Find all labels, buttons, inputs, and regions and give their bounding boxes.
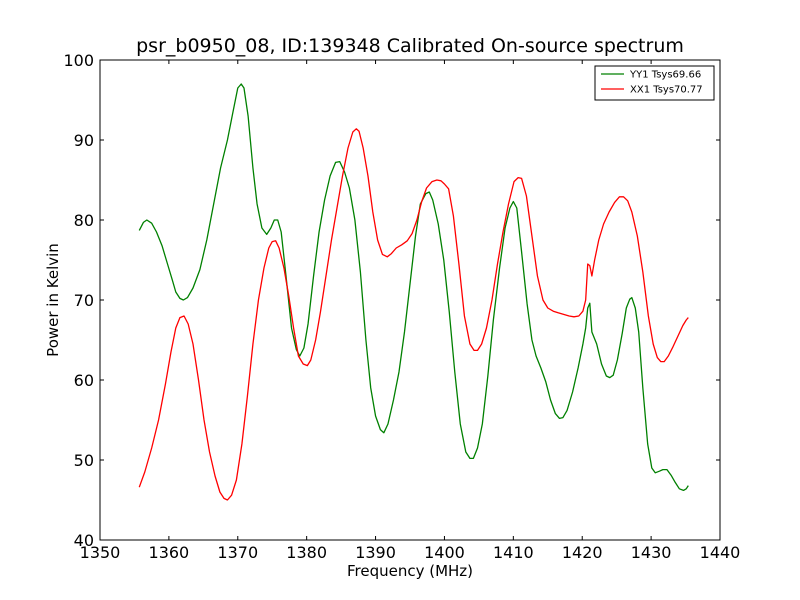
series-line-xx1 <box>138 128 689 501</box>
x-tick-label: 1430 <box>631 543 672 562</box>
legend-box <box>594 65 715 101</box>
y-tick-label: 70 <box>74 291 94 310</box>
x-tick-label: 1440 <box>700 543 741 562</box>
x-tick-label: 1420 <box>562 543 603 562</box>
x-axis-title: Frequency (MHz) <box>347 562 473 580</box>
x-tick-label: 1390 <box>355 543 396 562</box>
y-tick-label: 50 <box>74 451 94 470</box>
x-tick-label: 1360 <box>149 543 190 562</box>
y-tick-label: 60 <box>74 371 94 390</box>
x-tick-label: 1350 <box>80 543 121 562</box>
legend: YY1 Tsys69.66 XX1 Tsys70.77 <box>594 65 715 101</box>
y-tick-label: 90 <box>74 131 94 150</box>
series-line-yy1 <box>138 83 689 492</box>
x-tick-label: 1400 <box>424 543 465 562</box>
x-tick-label: 1380 <box>286 543 327 562</box>
y-axis-title: Power in Kelvin <box>44 243 62 357</box>
series-layer <box>138 83 689 501</box>
y-tick-label: 40 <box>74 531 94 550</box>
y-tick-label: 80 <box>74 211 94 230</box>
x-tick-label: 1370 <box>217 543 258 562</box>
y-tick-label: 100 <box>63 51 94 70</box>
chart-title: psr_b0950_08, ID:139348 Calibrated On-so… <box>136 35 684 57</box>
axis-ticks: 1350 1360 1370 1380 1390 1400 1410 1420 1430 1440… <box>63 51 740 562</box>
legend-label-xx1: XX1 Tsys70.77 <box>630 85 703 96</box>
legend-label-yy1: YY1 Tsys69.66 <box>629 70 701 81</box>
x-tick-label: 1410 <box>493 543 534 562</box>
